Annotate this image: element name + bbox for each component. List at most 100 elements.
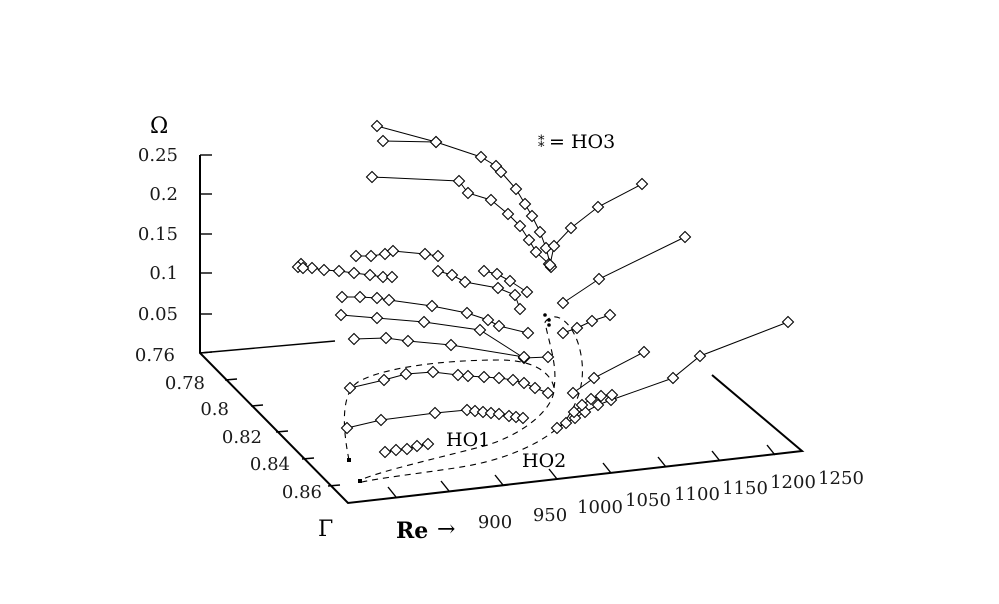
diamond-marker	[605, 388, 619, 402]
diamond-marker	[385, 270, 399, 284]
endpoint-square	[347, 458, 351, 462]
gamma-tick	[327, 484, 341, 487]
diamond-marker	[528, 381, 542, 395]
diamond-marker	[461, 186, 475, 200]
data-polyline	[353, 337, 525, 358]
diamond-marker	[494, 165, 508, 179]
re-tick-label: 1250	[818, 468, 864, 489]
re-tick-label: 1200	[770, 472, 816, 493]
diamond-marker	[591, 398, 605, 412]
diamond-marker	[296, 261, 310, 275]
diamond-marker	[490, 267, 504, 281]
diamond-marker	[343, 381, 357, 395]
gamma-tick	[224, 378, 238, 381]
diamond-marker	[370, 119, 384, 133]
diamond-marker	[476, 405, 490, 419]
diamond-marker	[444, 338, 458, 352]
diamond-marker	[516, 411, 530, 425]
diamond-marker	[481, 313, 495, 327]
diamond-marker	[492, 407, 506, 421]
diamond-marker	[334, 308, 348, 322]
diamond-marker	[492, 371, 506, 385]
re-tick	[766, 444, 776, 456]
diamond-marker	[340, 421, 354, 435]
diamond-marker	[556, 296, 570, 310]
diamond-marker	[484, 193, 498, 207]
omega-tick-label: 0.25	[138, 145, 178, 166]
re-tick	[494, 474, 504, 486]
omega-tick-label: 0.2	[149, 184, 178, 205]
endpoint-square	[358, 479, 362, 483]
diamond-marker	[603, 308, 617, 322]
gamma-axis-title: Γ	[318, 517, 333, 542]
re-tick-label: 1150	[722, 478, 768, 499]
diamond-marker	[429, 135, 443, 149]
diamond-marker	[520, 285, 534, 299]
markers-group	[291, 119, 795, 483]
dashed-boundary-curve	[343, 316, 583, 483]
re-tick-label: 1000	[577, 497, 623, 518]
gamma-tick	[199, 351, 213, 354]
diamond-marker	[517, 350, 531, 364]
ho3-marker	[547, 318, 551, 322]
diamond-marker	[460, 306, 474, 320]
diamond-marker	[492, 319, 506, 333]
diamond-marker	[374, 413, 388, 427]
diamond-marker	[445, 268, 459, 282]
diamond-marker	[386, 244, 400, 258]
diamond-marker	[637, 345, 651, 359]
diamond-marker	[431, 249, 445, 263]
diamond-marker	[566, 386, 580, 400]
diamond-marker	[382, 293, 396, 307]
diamond-marker	[556, 326, 570, 340]
re-tick	[657, 456, 667, 468]
diamond-marker	[377, 373, 391, 387]
diamond-marker	[332, 264, 346, 278]
diamond-marker	[401, 334, 415, 348]
diamond-marker	[399, 367, 413, 381]
diamond-marker	[508, 288, 522, 302]
diamond-marker	[477, 264, 491, 278]
omega-axis-title: Ω	[150, 114, 168, 139]
diamond-marker	[305, 261, 319, 275]
diamond-marker	[474, 150, 488, 164]
diamond-marker	[347, 266, 361, 280]
omega-tick-label: 0.1	[149, 263, 178, 284]
diamond-marker	[418, 247, 432, 261]
ho3-marker	[543, 313, 547, 317]
gamma-tick-label: 0.78	[165, 373, 205, 394]
diamond-marker	[364, 249, 378, 263]
diamond-marker	[370, 311, 384, 325]
omega-tick-label: 0.05	[138, 304, 178, 325]
diamond-marker	[378, 445, 392, 459]
diamond-marker	[428, 406, 442, 420]
gamma-tick-label: 0.76	[135, 345, 175, 366]
diamond-marker	[349, 249, 363, 263]
diamond-marker	[353, 290, 367, 304]
axes-group	[199, 154, 805, 505]
diamond-marker	[363, 268, 377, 282]
diamond-marker	[417, 315, 431, 329]
re-tick	[548, 468, 558, 480]
diamond-marker	[529, 245, 543, 259]
diamond-marker	[509, 182, 523, 196]
diamond-marker	[570, 321, 584, 335]
diamond-marker	[559, 416, 573, 430]
diamond-marker	[533, 225, 547, 239]
diamond-marker	[484, 406, 498, 420]
diamond-marker	[389, 443, 403, 457]
diamond-marker	[477, 370, 491, 384]
gamma-tick-label: 0.82	[222, 427, 262, 448]
diamond-marker	[591, 200, 605, 214]
diamond-marker	[547, 239, 561, 253]
re-axis-arrow: →	[437, 517, 455, 542]
gamma-tick-label: 0.8	[200, 399, 229, 420]
diamond-marker	[347, 332, 361, 346]
diamond-marker	[592, 272, 606, 286]
diamond-marker	[781, 315, 795, 329]
axis-frame	[199, 155, 805, 505]
legend-text: = HO3	[549, 131, 615, 153]
diamond-marker	[426, 365, 440, 379]
diamond-marker	[473, 323, 487, 337]
